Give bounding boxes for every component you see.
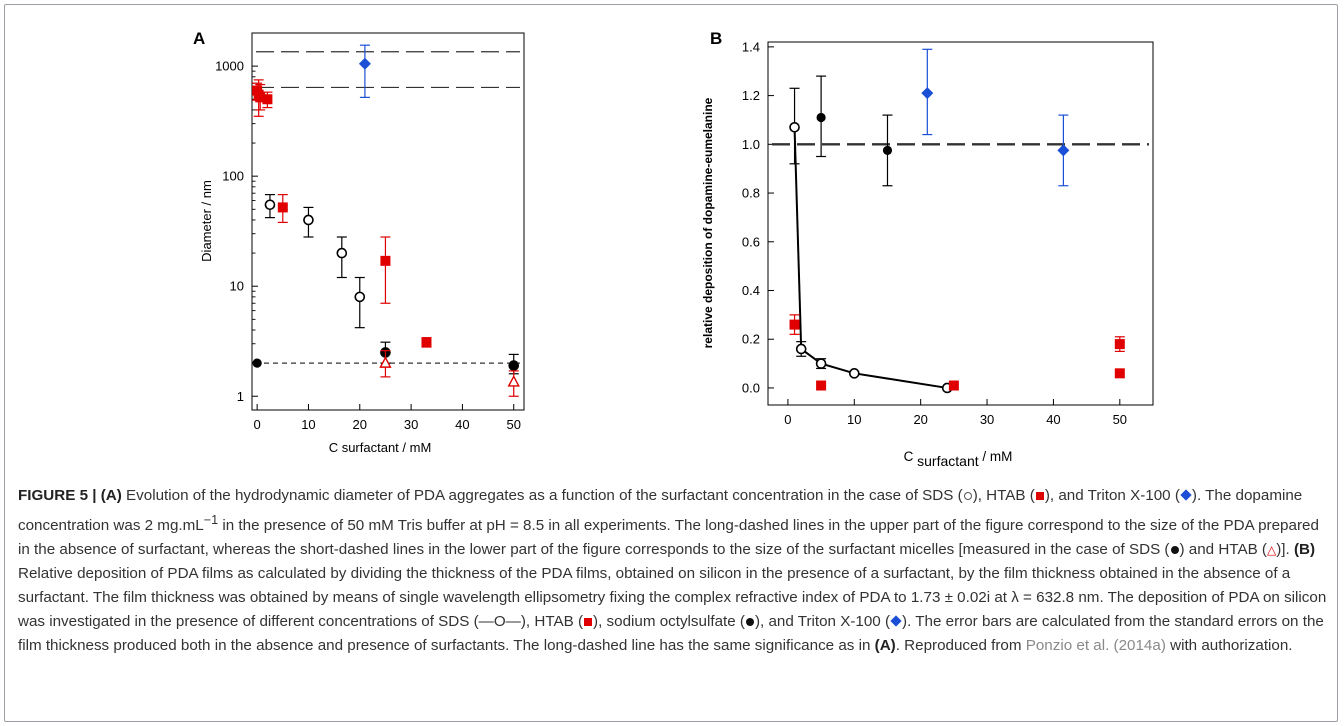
caption-b-tag: (B) bbox=[1293, 541, 1316, 559]
y-tick-label: 0.6 bbox=[742, 234, 760, 249]
x-tick-label: 10 bbox=[847, 412, 861, 427]
x-tick-label: 30 bbox=[980, 412, 994, 427]
data-point bbox=[948, 380, 959, 391]
figure-frame bbox=[4, 4, 1338, 722]
caption-text: ), and Triton X-100 ( bbox=[1044, 487, 1180, 504]
data-point bbox=[262, 94, 273, 105]
data-point bbox=[816, 380, 827, 391]
x-tick-label: 10 bbox=[301, 417, 315, 432]
data-point bbox=[358, 57, 371, 70]
caption-text: Relative deposition of PDA films as calc… bbox=[18, 565, 1327, 631]
blue-diamond-icon bbox=[890, 615, 902, 627]
series-line bbox=[793, 127, 948, 389]
x-tick-label: 40 bbox=[455, 417, 469, 432]
x-tick-label: 40 bbox=[1046, 412, 1060, 427]
x-tick-label: 50 bbox=[1113, 412, 1127, 427]
panel-b-plot-frame bbox=[767, 41, 1154, 406]
panel-a-ylabel: Diameter / nm bbox=[199, 180, 214, 262]
caption-figure-label: FIGURE 5 | bbox=[18, 487, 101, 504]
caption-text: Evolution of the hydrodynamic diameter o… bbox=[121, 487, 963, 504]
data-point bbox=[789, 319, 800, 330]
open-circle-icon bbox=[963, 492, 972, 500]
y-tick-label: 100 bbox=[222, 169, 244, 184]
data-point bbox=[1114, 368, 1125, 379]
panel-a-letter: A bbox=[193, 29, 205, 48]
caption-text: ), HTAB ( bbox=[520, 613, 584, 631]
caption-text: ), and Triton X-100 ( bbox=[754, 613, 891, 631]
data-point bbox=[921, 87, 934, 100]
caption-text: ), HTAB ( bbox=[972, 487, 1035, 504]
x-tick-label: 0 bbox=[254, 417, 261, 432]
data-point bbox=[507, 374, 520, 387]
y-tick-label: 1 bbox=[237, 389, 244, 404]
caption-text: ) and HTAB ( bbox=[1179, 541, 1268, 559]
figure-caption: FIGURE 5 | (A) Evolution of the hydrodyn… bbox=[18, 484, 1330, 658]
panel-a-plot-frame bbox=[251, 32, 525, 411]
data-point bbox=[379, 356, 392, 368]
data-point bbox=[795, 343, 807, 355]
figure-5: A C surfactant / mM Diameter / nm 0 10 20 3… bbox=[193, 29, 1154, 469]
panel-b-letter: B bbox=[710, 29, 722, 48]
caption-text: in the presence of 50 mM Tris buffer at … bbox=[18, 517, 1319, 559]
data-point bbox=[789, 121, 800, 133]
data-point bbox=[1114, 339, 1125, 350]
data-point bbox=[421, 337, 432, 348]
black-dot-icon bbox=[745, 618, 754, 627]
black-dot-icon bbox=[1170, 546, 1179, 555]
y-tick-label: 0.8 bbox=[742, 186, 760, 201]
panel-b-ylabel: relative deposition of dopamine-eumelani… bbox=[701, 97, 715, 348]
caption-text: ). The error bars are calculated from th… bbox=[18, 613, 1324, 655]
y-tick-label: 0.4 bbox=[742, 283, 760, 298]
data-point bbox=[848, 368, 860, 379]
y-tick-label: 10 bbox=[230, 279, 244, 294]
data-point bbox=[509, 360, 519, 371]
data-point bbox=[303, 214, 314, 226]
x-tick-label: 20 bbox=[913, 412, 927, 427]
caption-text: )]. bbox=[1276, 541, 1294, 559]
caption-a-ref: (A) bbox=[874, 637, 896, 655]
data-point bbox=[380, 255, 391, 266]
caption-text: . Reproduced from bbox=[895, 637, 1026, 655]
caption-text: with authorization. bbox=[1165, 637, 1293, 655]
red-triangle-icon: △ bbox=[1267, 543, 1277, 558]
data-point bbox=[1057, 144, 1070, 157]
data-point bbox=[252, 358, 262, 368]
panel-a-xlabel: C surfactant / mM bbox=[329, 440, 432, 455]
caption-text: ). The dopamine concentration was 2 mg.m… bbox=[18, 487, 1303, 535]
data-point bbox=[264, 199, 276, 211]
data-point bbox=[816, 112, 826, 123]
blue-diamond-icon bbox=[1180, 489, 1192, 501]
red-square-icon bbox=[1035, 492, 1044, 500]
y-tick-label: 1.4 bbox=[742, 39, 760, 54]
reference-link[interactable]: Ponzio et al. (2014a) bbox=[1025, 637, 1166, 655]
x-tick-label: 30 bbox=[404, 417, 418, 432]
data-point bbox=[336, 247, 348, 259]
x-tick-label: 50 bbox=[507, 417, 521, 432]
y-tick-label: 0.0 bbox=[742, 380, 760, 395]
red-square-icon bbox=[584, 618, 593, 627]
x-tick-label: 20 bbox=[353, 417, 367, 432]
line-circle-icon: —O— bbox=[478, 613, 521, 631]
y-tick-label: 1.2 bbox=[742, 88, 760, 103]
data-point bbox=[882, 145, 893, 156]
data-point bbox=[277, 202, 288, 213]
y-tick-label: 1000 bbox=[215, 59, 244, 74]
caption-superscript: −1 bbox=[203, 513, 219, 527]
y-tick-label: 1.0 bbox=[742, 137, 760, 152]
caption-text: ), sodium octylsulfate ( bbox=[593, 613, 745, 631]
x-tick-label: 0 bbox=[784, 412, 791, 427]
data-point bbox=[354, 291, 366, 303]
y-tick-label: 0.2 bbox=[742, 332, 760, 347]
panel-b-plot: 0 10 20 30 40 50 0.0 0.2 0.4 0.6 0.8 1.0 1.2 1.4 bbox=[742, 39, 1149, 427]
caption-a-tag: (A) bbox=[100, 487, 122, 504]
panel-b-xlabel: C surfactant / mM bbox=[904, 449, 1013, 469]
data-point bbox=[255, 92, 266, 103]
data-point bbox=[815, 358, 827, 369]
panel-a-plot: 0 10 20 30 40 50 1 10 100 1000 bbox=[215, 32, 521, 432]
